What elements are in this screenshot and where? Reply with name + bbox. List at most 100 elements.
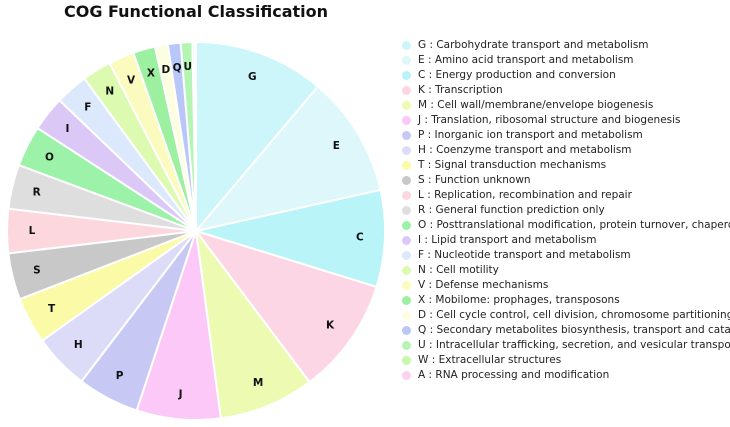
slice-label-f: F xyxy=(84,102,91,114)
legend-label: T : Signal transduction mechanisms xyxy=(418,159,607,171)
legend-label: U : Intracellular trafficking, secretion… xyxy=(418,339,730,351)
legend-item-l: L : Replication, recombination and repai… xyxy=(402,188,730,203)
legend-label: S : Function unknown xyxy=(418,174,531,186)
legend-swatch xyxy=(402,311,411,320)
slice-label-c: C xyxy=(356,232,364,244)
legend-swatch xyxy=(402,176,411,185)
slice-label-g: G xyxy=(248,71,257,83)
slice-label-i: I xyxy=(65,123,69,135)
legend-swatch xyxy=(402,146,411,155)
legend-swatch xyxy=(402,86,411,95)
legend-label: M : Cell wall/membrane/envelope biogenes… xyxy=(418,99,654,111)
slice-label-e: E xyxy=(333,140,340,152)
slice-label-l: L xyxy=(29,225,36,237)
slice-label-r: R xyxy=(33,186,41,198)
pie-slices xyxy=(6,40,386,421)
legend-item-u: U : Intracellular trafficking, secretion… xyxy=(402,338,730,353)
legend-swatch xyxy=(402,71,411,80)
slice-label-u: U xyxy=(184,61,193,73)
legend-swatch xyxy=(402,251,411,260)
legend-swatch xyxy=(402,41,411,50)
legend-item-q: Q : Secondary metabolites biosynthesis, … xyxy=(402,323,730,338)
legend-label: J : Translation, ribosomal structure and… xyxy=(418,114,681,126)
legend-label: G : Carbohydrate transport and metabolis… xyxy=(418,39,649,51)
legend-item-c: C : Energy production and conversion xyxy=(402,68,730,83)
legend-swatch xyxy=(402,131,411,140)
legend-label: X : Mobilome: prophages, transposons xyxy=(418,294,620,306)
pie-slice-a xyxy=(193,40,197,232)
chart-title: COG Functional Classification xyxy=(63,2,329,21)
legend-item-k: K : Transcription xyxy=(402,83,730,98)
legend-swatch xyxy=(402,221,411,230)
slice-label-h: H xyxy=(74,339,83,351)
legend-label: P : Inorganic ion transport and metaboli… xyxy=(418,129,643,141)
legend-swatch xyxy=(402,116,411,125)
legend-swatch xyxy=(402,236,411,245)
legend-item-x: X : Mobilome: prophages, transposons xyxy=(402,293,730,308)
legend-label: K : Transcription xyxy=(418,84,503,96)
legend-label: Q : Secondary metabolites biosynthesis, … xyxy=(418,324,730,336)
legend-label: H : Coenzyme transport and metabolism xyxy=(418,144,632,156)
legend-item-d: D : Cell cycle control, cell division, c… xyxy=(402,308,730,323)
legend-swatch xyxy=(402,56,411,65)
legend-label: R : General function prediction only xyxy=(418,204,605,216)
legend-swatch xyxy=(402,206,411,215)
slice-label-s: S xyxy=(33,265,41,277)
legend-item-t: T : Signal transduction mechanisms xyxy=(402,158,730,173)
pie-slice-e xyxy=(193,85,382,233)
legend-swatch xyxy=(402,326,411,335)
legend-label: A : RNA processing and modification xyxy=(418,369,610,381)
legend-swatch xyxy=(402,191,411,200)
legend-swatch xyxy=(402,296,411,305)
legend-label: L : Replication, recombination and repai… xyxy=(418,189,632,201)
pie-slice-c xyxy=(192,188,386,289)
slice-label-m: M xyxy=(253,377,263,389)
pie-slice-m xyxy=(194,227,311,420)
pie-slice-k xyxy=(193,229,378,384)
legend-swatch xyxy=(402,266,411,275)
legend-item-e: E : Amino acid transport and metabolism xyxy=(402,53,730,68)
legend-swatch xyxy=(402,161,411,170)
legend-label: N : Cell motility xyxy=(418,264,499,276)
legend-item-f: F : Nucleotide transport and metabolism xyxy=(402,248,730,263)
slice-label-k: K xyxy=(326,319,335,331)
legend-swatch xyxy=(402,371,411,380)
slice-label-p: P xyxy=(116,370,124,382)
pie-slice-g xyxy=(195,40,320,234)
legend-item-j: J : Translation, ribosomal structure and… xyxy=(402,113,730,128)
pie-chart: G E C K M J P H T S L R O I F N VX D Q U xyxy=(6,40,386,421)
legend-swatch xyxy=(402,356,411,365)
legend: G : Carbohydrate transport and metabolis… xyxy=(402,38,730,383)
pie-slice-labels: G E C K M J P H T S L R O I F N VX D Q U xyxy=(29,61,364,400)
legend-item-m: M : Cell wall/membrane/envelope biogenes… xyxy=(402,98,730,113)
legend-item-r: R : General function prediction only xyxy=(402,203,730,218)
slice-label-v: V xyxy=(127,74,136,86)
slice-label-n: N xyxy=(105,86,114,98)
legend-item-p: P : Inorganic ion transport and metaboli… xyxy=(402,128,730,143)
legend-item-i: I : Lipid transport and metabolism xyxy=(402,233,730,248)
legend-label: I : Lipid transport and metabolism xyxy=(418,234,597,246)
legend-item-g: G : Carbohydrate transport and metabolis… xyxy=(402,38,730,53)
legend-item-a: A : RNA processing and modification xyxy=(402,368,730,383)
legend-label: V : Defense mechanisms xyxy=(418,279,549,291)
legend-label: C : Energy production and conversion xyxy=(418,69,616,81)
legend-swatch xyxy=(402,281,411,290)
legend-label: D : Cell cycle control, cell division, c… xyxy=(418,309,730,321)
legend-item-s: S : Function unknown xyxy=(402,173,730,188)
legend-item-h: H : Coenzyme transport and metabolism xyxy=(402,143,730,158)
legend-label: W : Extracellular structures xyxy=(418,354,562,366)
legend-item-n: N : Cell motility xyxy=(402,263,730,278)
legend-item-v: V : Defense mechanisms xyxy=(402,278,730,293)
slice-label-x: X xyxy=(147,67,155,79)
legend-swatch xyxy=(402,101,411,110)
slice-label-o: O xyxy=(45,151,54,163)
legend-item-o: O : Posttranslational modification, prot… xyxy=(402,218,730,233)
legend-label: E : Amino acid transport and metabolism xyxy=(418,54,634,66)
legend-label: F : Nucleotide transport and metabolism xyxy=(418,249,631,261)
legend-label: O : Posttranslational modification, prot… xyxy=(418,219,730,231)
slice-label-q: Q xyxy=(173,62,182,74)
slice-label-t: T xyxy=(48,303,56,315)
legend-item-w: W : Extracellular structures xyxy=(402,353,730,368)
legend-swatch xyxy=(402,341,411,350)
slice-label-j: J xyxy=(178,388,183,400)
